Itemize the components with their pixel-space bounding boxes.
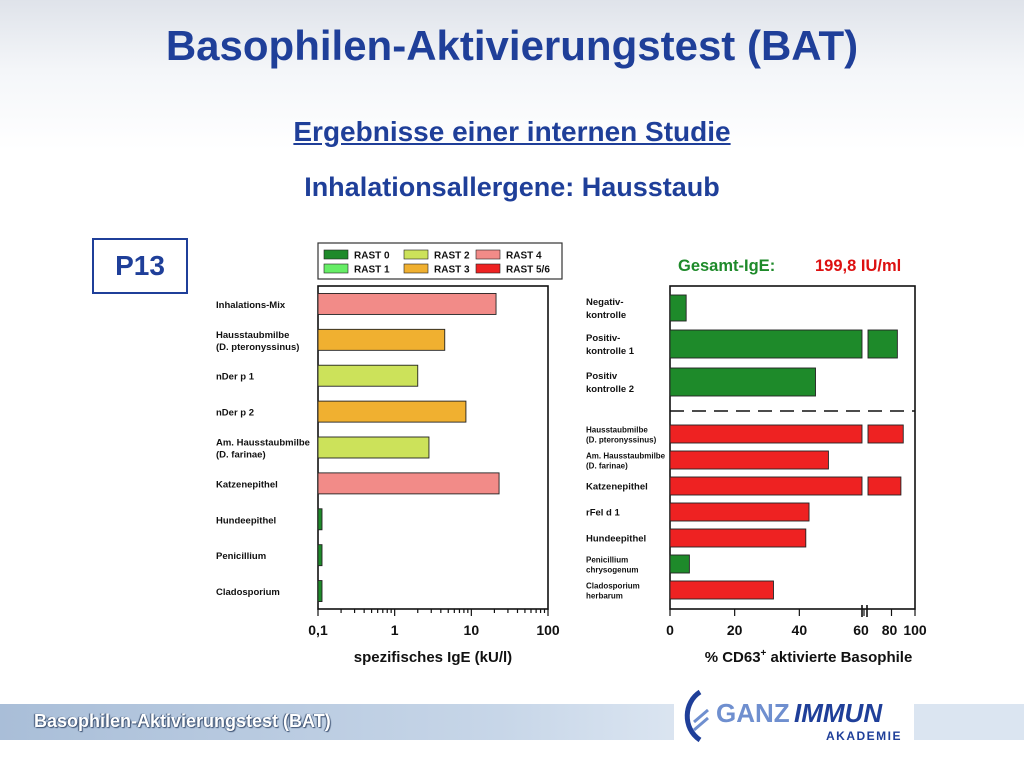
right-category-label: Penicillium <box>586 556 628 565</box>
legend-swatch <box>403 249 429 260</box>
left-x-axis-label: spezifisches IgE (kU/l) <box>354 649 512 666</box>
legend-swatch <box>323 249 349 260</box>
left-x-tick-label: 1 <box>391 622 399 638</box>
legend-swatch <box>323 263 349 274</box>
right-category-label: rFel d 1 <box>586 508 621 519</box>
slide-title: Basophilen-Aktivierungstest (BAT) <box>165 22 859 69</box>
right-bar-break-segment <box>867 424 904 444</box>
left-bar <box>317 364 419 387</box>
left-bar <box>317 580 323 603</box>
right-category-label: (D. pteronyssinus) <box>586 436 657 445</box>
legend-label: RAST 5/6 <box>506 265 550 276</box>
right-plot-frame <box>669 285 916 610</box>
right-x-tick-label: 100 <box>903 622 927 638</box>
left-category-label: Hausstaubmilbe <box>216 330 289 341</box>
left-x-tick-label: 0,1 <box>308 622 328 638</box>
total-ige-value: 199,8 IU/ml <box>815 257 901 275</box>
allergen-group-heading: Inhalationsallergene: Hausstaub <box>304 172 720 202</box>
left-bar <box>317 400 467 423</box>
right-category-label: Cladosporium <box>586 582 640 591</box>
left-category-label: Inhalations-Mix <box>216 300 286 311</box>
right-category-label: Hundeepithel <box>586 534 646 545</box>
right-bar <box>669 329 863 359</box>
right-category-label: Positiv <box>586 371 618 382</box>
right-x-axis-label-rest: aktivierte Basophile <box>766 649 912 666</box>
right-bar <box>669 367 816 397</box>
right-category-label: (D. farinae) <box>586 462 628 471</box>
legend-box <box>317 242 563 280</box>
right-category-label: Negativ- <box>586 297 623 308</box>
right-bar <box>669 528 807 548</box>
right-x-tick-label: 60 <box>853 622 869 638</box>
right-bar-break-segment <box>867 476 902 496</box>
left-x-tick-label: 10 <box>464 622 480 638</box>
legend-label: RAST 4 <box>506 251 542 262</box>
left-category-label: (D. farinae) <box>216 450 266 461</box>
left-category-label: (D. pteronyssinus) <box>216 342 299 353</box>
left-category-label: nDer p 1 <box>216 372 255 383</box>
logo-brand-part1: GANZ <box>716 698 790 728</box>
right-bar <box>669 476 863 496</box>
right-category-label: Positiv- <box>586 333 620 344</box>
legend-swatch <box>475 263 501 274</box>
legend-label: RAST 3 <box>434 265 470 276</box>
logo-emblem-icon <box>684 689 709 743</box>
right-bar <box>669 580 774 600</box>
left-category-label: Cladosporium <box>216 587 280 598</box>
left-bar <box>317 544 323 567</box>
right-x-tick-label: 80 <box>882 622 898 638</box>
ganzimmun-logo: GANZ IMMUN AKADEMIE <box>684 689 902 743</box>
legend-swatch <box>475 249 501 260</box>
right-category-label: Hausstaubmilbe <box>586 426 648 435</box>
right-bar <box>669 424 863 444</box>
total-ige-label: Gesamt-IgE: <box>678 257 775 275</box>
patient-id: P13 <box>115 250 165 281</box>
right-category-label: Am. Hausstaubmilbe <box>586 452 666 461</box>
right-category-label: kontrolle <box>586 310 626 321</box>
right-x-tick-label: 20 <box>727 622 743 638</box>
legend-label: RAST 1 <box>354 265 390 276</box>
legend-label: RAST 2 <box>434 251 470 262</box>
right-category-label: herbarum <box>586 592 623 601</box>
left-category-label: Hundeepithel <box>216 515 276 526</box>
left-category-label: nDer p 2 <box>216 408 254 419</box>
left-category-label: Penicillium <box>216 551 266 562</box>
right-category-label: kontrolle 2 <box>586 384 634 395</box>
logo-panel: GANZ IMMUN AKADEMIE <box>674 682 914 748</box>
left-category-label: Am. Hausstaubmilbe <box>216 438 310 449</box>
right-x-tick-label: 0 <box>666 622 674 638</box>
right-bar-break-segment <box>867 329 898 359</box>
right-category-label: Katzenepithel <box>586 482 648 493</box>
left-x-tick-label: 100 <box>536 622 560 638</box>
right-x-tick-label: 40 <box>792 622 808 638</box>
footer-text: Basophilen-Aktivierungstest (BAT) <box>34 711 331 731</box>
left-bar <box>317 508 323 531</box>
study-heading: Ergebnisse einer internen Studie <box>293 116 731 147</box>
right-x-axis-label-main: % CD63 <box>705 649 761 666</box>
patient-id-box: P13 <box>92 238 188 294</box>
right-bar <box>669 554 690 574</box>
logo-brand-part2: IMMUN <box>794 698 883 728</box>
right-category-label: chrysogenum <box>586 566 638 575</box>
legend-swatch <box>403 263 429 274</box>
legend-label: RAST 0 <box>354 251 390 262</box>
charts-canvas: RAST 0 RAST 1 RAST 2 RAST 3 RAST 4 RAST 5/6 0,… <box>216 242 927 666</box>
logo-tagline: AKADEMIE <box>826 729 902 743</box>
left-bar <box>317 436 430 459</box>
right-category-label: kontrolle 1 <box>586 346 635 357</box>
right-bar <box>669 502 810 522</box>
right-bar <box>669 450 829 470</box>
right-x-axis-label: % CD63+ aktivierte Basophile <box>705 648 913 666</box>
right-x-axis-label-superscript: + <box>761 648 767 659</box>
left-category-label: Katzenepithel <box>216 479 278 490</box>
left-bar <box>317 292 497 315</box>
left-bar <box>317 328 446 351</box>
right-bar <box>669 294 687 322</box>
left-bar <box>317 472 500 495</box>
